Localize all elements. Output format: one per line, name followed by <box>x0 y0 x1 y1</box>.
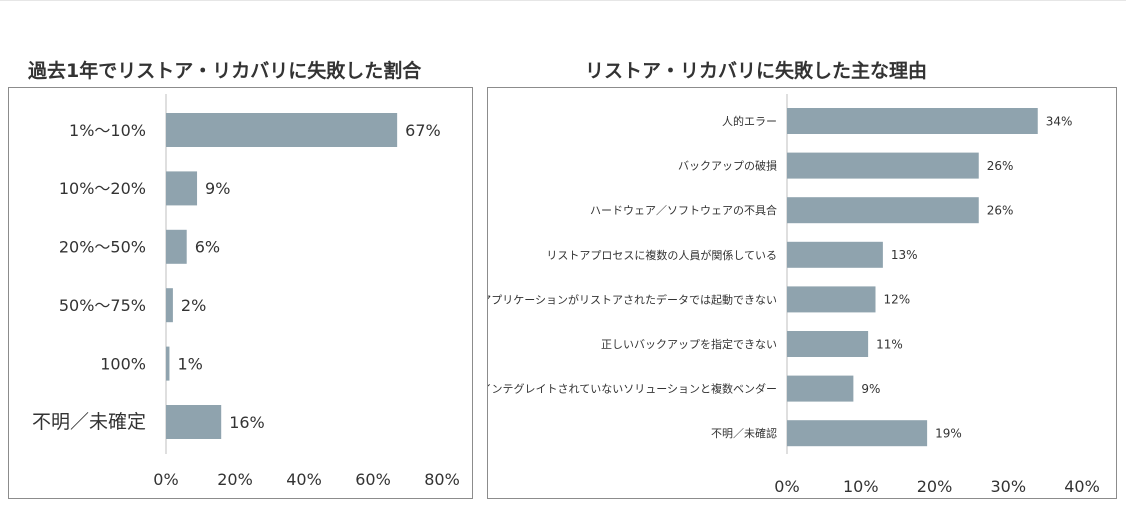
bar <box>787 286 876 313</box>
bar <box>787 108 1038 134</box>
chart-panel-left: 1%〜10% 67% 10%〜20% 9% 20%〜50% 6% 50%〜75% 2% 100%… <box>8 87 473 499</box>
category-label: 100% <box>100 354 146 373</box>
bar <box>787 375 854 402</box>
category-label: リストアプロセスに複数の人員が関係している <box>546 248 777 262</box>
data-label: 1% <box>177 354 202 373</box>
category-label: インテグレイトされていないソリューションと複数ベンダー <box>488 382 777 396</box>
bar <box>787 241 883 268</box>
data-label: 26% <box>987 159 1014 173</box>
chart-title-left: 過去1年でリストア・リカバリに失敗した割合 <box>28 60 422 82</box>
bar <box>166 229 187 264</box>
bar <box>787 197 979 224</box>
x-tick-label: 0% <box>153 470 178 489</box>
data-label: 26% <box>987 204 1014 218</box>
bar <box>166 346 170 381</box>
top-rule <box>0 0 1126 1</box>
category-label: 50%〜75% <box>59 296 146 315</box>
category-label: ハードウェア／ソフトウェアの不具合 <box>590 203 777 217</box>
x-tick-label: 60% <box>355 470 391 489</box>
data-label: 13% <box>891 248 918 262</box>
x-tick-label: 0% <box>774 477 799 496</box>
chart-left-svg: 1%〜10% 67% 10%〜20% 9% 20%〜50% 6% 50%〜75% 2% 100%… <box>32 94 460 489</box>
category-label: 不明／未確認 <box>711 426 777 440</box>
x-tick-label: 10% <box>843 477 879 496</box>
bar <box>166 288 173 323</box>
data-label: 12% <box>884 293 911 307</box>
data-label: 11% <box>876 337 903 351</box>
category-label: 20%〜50% <box>59 238 146 257</box>
x-tick-label: 80% <box>424 470 460 489</box>
x-tick-label: 40% <box>1064 477 1100 496</box>
chart-panel-right: 人的エラー 34% バックアップの破損 26% ハードウェア／ソフトウェアの不具合 26%… <box>480 87 1117 499</box>
chart-right-svg: 人的エラー 34% バックアップの破損 26% ハードウェア／ソフトウェアの不具合 26%… <box>480 94 1100 496</box>
bar <box>787 152 979 179</box>
data-label: 6% <box>195 238 220 257</box>
bar <box>787 420 928 447</box>
bar <box>166 405 222 439</box>
data-label: 34% <box>1046 114 1073 128</box>
x-tick-label: 30% <box>990 477 1026 496</box>
bar <box>166 171 198 206</box>
bar <box>166 113 398 147</box>
category-label: 人的エラー <box>722 114 777 128</box>
x-tick-label: 40% <box>286 470 322 489</box>
chart-title-right: リストア・リカバリに失敗した主な理由 <box>585 60 928 82</box>
x-tick-label: 20% <box>917 477 953 496</box>
category-label: バックアップの破損 <box>678 159 777 173</box>
category-label: 1%〜10% <box>69 121 146 140</box>
category-label: 正しいバックアップを指定できない <box>601 337 777 351</box>
data-label: 67% <box>405 121 441 140</box>
data-label: 9% <box>861 382 880 396</box>
data-label: 16% <box>229 413 265 432</box>
data-label: 19% <box>935 427 962 441</box>
data-label: 2% <box>181 296 206 315</box>
category-label: 10%〜20% <box>59 179 146 198</box>
category-label: 不明／未確定 <box>32 411 146 433</box>
data-label: 9% <box>205 179 230 198</box>
x-tick-label: 20% <box>217 470 253 489</box>
bar <box>787 331 869 357</box>
category-label: アプリケーションがリストアされたデータでは起動できない <box>488 292 777 306</box>
